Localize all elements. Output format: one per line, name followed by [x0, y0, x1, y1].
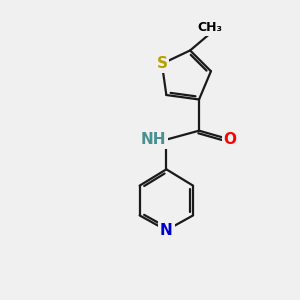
Text: S: S — [156, 56, 167, 71]
Text: NH: NH — [141, 132, 166, 147]
Text: N: N — [160, 223, 173, 238]
Text: O: O — [224, 132, 237, 147]
Text: CH₃: CH₃ — [197, 21, 222, 34]
